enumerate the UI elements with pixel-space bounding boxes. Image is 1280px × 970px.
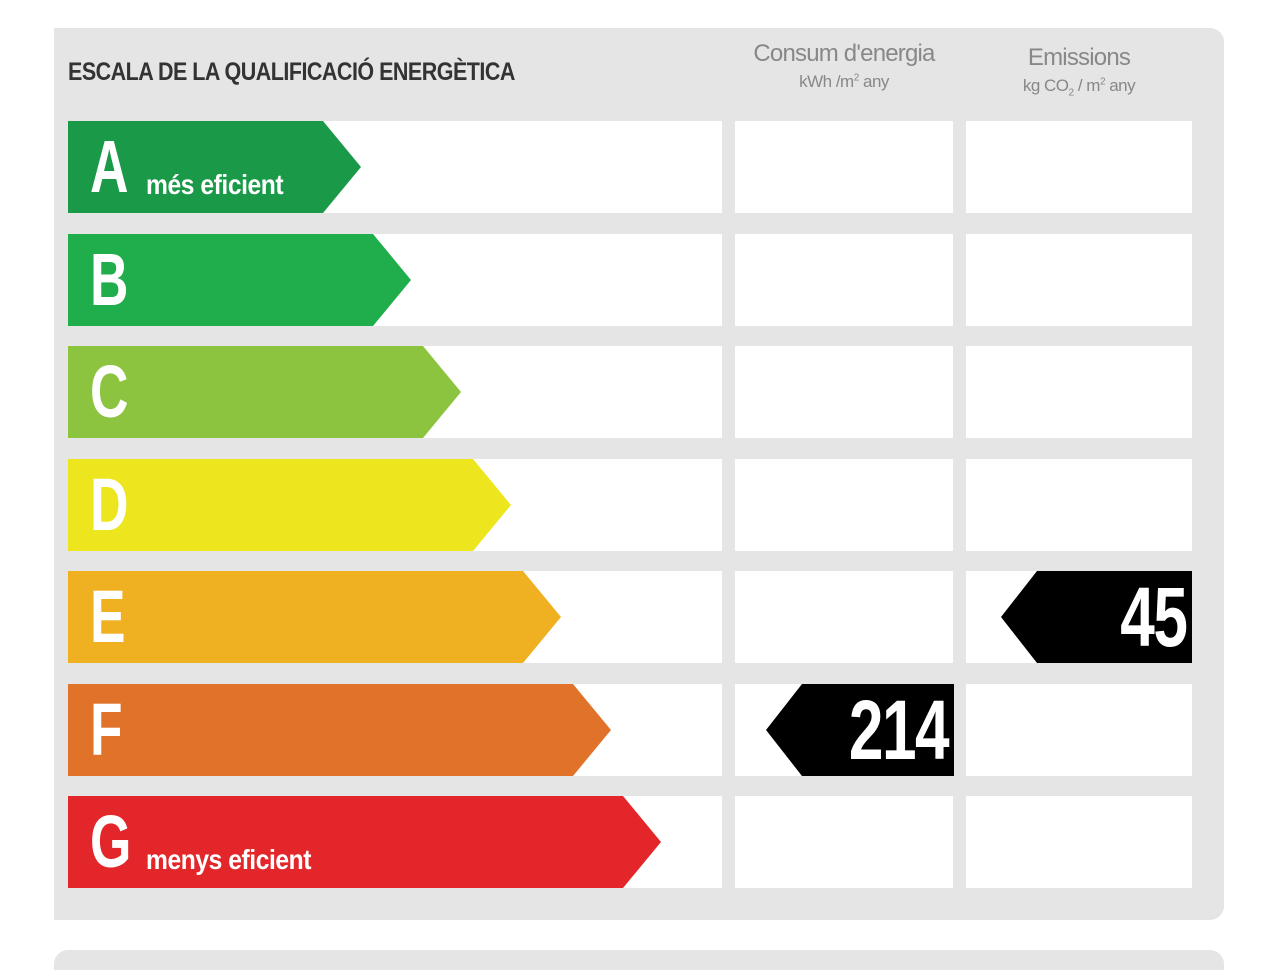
emissions-column-label: Emissions <box>1027 44 1131 71</box>
energy-column-unit: kWh /m2 any <box>799 72 889 91</box>
band-arrow-shape <box>68 346 461 438</box>
emissions-cell <box>966 346 1192 438</box>
emissions-rating-indicator: 45 <box>1001 571 1192 663</box>
band-letter: A <box>90 125 129 208</box>
band-caption: més eficient <box>146 169 284 200</box>
energy-cell <box>735 234 953 326</box>
band-letter: F <box>90 688 123 771</box>
band-arrow-shape <box>68 121 361 213</box>
band-letter: E <box>90 575 126 658</box>
energy-column-header: Consum d'energia kWh /m2 any <box>735 40 953 92</box>
energy-rating-indicator-value: 214 <box>848 683 950 777</box>
band-arrow-shape <box>68 234 411 326</box>
band-d: D <box>68 459 511 551</box>
energy-cell <box>735 459 953 551</box>
rating-row-b: B <box>0 234 1280 326</box>
band-b: B <box>68 234 411 326</box>
band-arrow-shape <box>68 684 611 776</box>
emissions-cell <box>966 459 1192 551</box>
next-panel <box>54 950 1224 970</box>
energy-cell <box>735 796 953 888</box>
emissions-column-header: Emissions kg CO2 / m2 any <box>966 44 1192 98</box>
energy-cell <box>735 346 953 438</box>
band-letter: B <box>90 238 129 321</box>
band-e: E <box>68 571 561 663</box>
band-letter: D <box>90 463 129 546</box>
energy-cell <box>735 571 953 663</box>
band-letter: C <box>90 350 129 433</box>
emissions-cell <box>966 234 1192 326</box>
energy-cell <box>735 121 953 213</box>
rating-row-f: F 214 <box>0 684 1280 776</box>
rating-row-e: E 45 <box>0 571 1280 663</box>
emissions-cell <box>966 121 1192 213</box>
band-c: C <box>68 346 461 438</box>
emissions-column-unit: kg CO2 / m2 any <box>1022 76 1136 99</box>
band-arrow-shape <box>68 796 661 888</box>
energy-column-label: Consum d'energia <box>753 40 935 67</box>
energy-rating-indicator: 214 <box>766 684 954 776</box>
rating-row-c: C <box>0 346 1280 438</box>
band-f: F <box>68 684 611 776</box>
band-arrow-shape <box>68 459 511 551</box>
band-letter: G <box>90 800 132 883</box>
band-caption: menys eficient <box>146 844 312 875</box>
scale-title: ESCALA DE LA QUALIFICACIÓ ENERGÈTICA <box>68 58 515 86</box>
band-arrow-shape <box>68 571 561 663</box>
rating-row-d: D <box>0 459 1280 551</box>
emissions-cell <box>966 684 1192 776</box>
emissions-rating-indicator-value: 45 <box>1119 570 1188 664</box>
emissions-cell <box>966 796 1192 888</box>
